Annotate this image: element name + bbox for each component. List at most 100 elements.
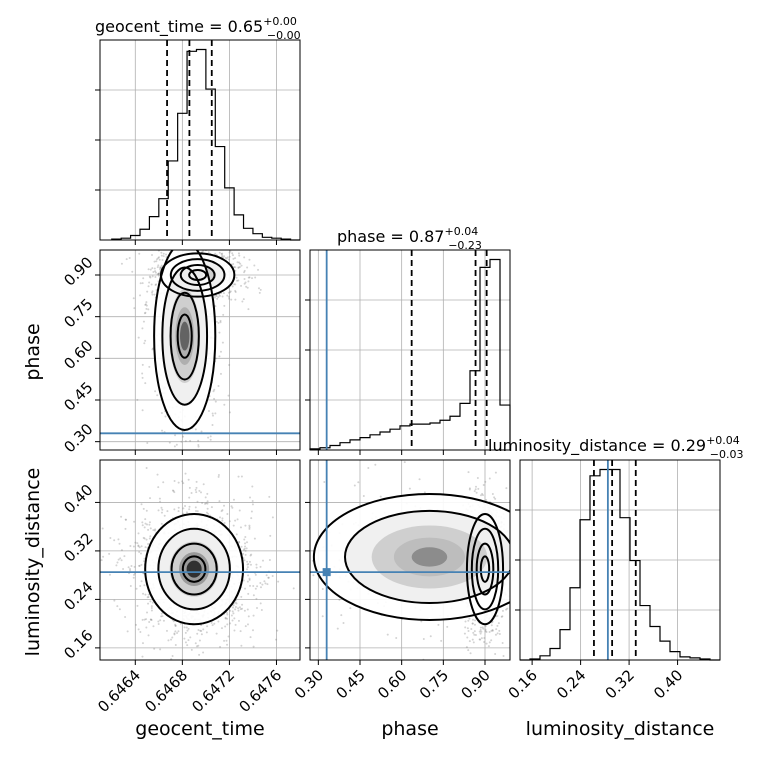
scatter-point — [220, 510, 223, 513]
scatter-point — [248, 258, 251, 261]
scatter-point — [151, 267, 154, 270]
scatter-point — [150, 619, 153, 622]
scatter-point — [484, 630, 487, 633]
ytick-label-luminosity-distance-0: 0.16 — [60, 626, 96, 662]
scatter-point — [266, 583, 269, 586]
scatter-point — [230, 614, 233, 617]
scatter-point — [219, 462, 221, 464]
scatter-point — [384, 661, 386, 663]
scatter-point — [153, 293, 156, 296]
scatter-point — [231, 606, 234, 609]
density-level-phase-vs-luminosity-distance-1-3 — [393, 537, 466, 577]
scatter-point — [241, 607, 244, 610]
scatter-point — [554, 588, 556, 590]
scatter-point — [207, 245, 209, 247]
scatter-point — [277, 580, 280, 583]
scatter-point — [214, 400, 217, 403]
scatter-point — [483, 636, 486, 639]
scatter-point — [200, 430, 203, 433]
scatter-point — [255, 597, 258, 600]
scatter-point — [251, 503, 254, 506]
scatter-point — [229, 250, 232, 253]
scatter-point — [233, 283, 236, 286]
scatter-point — [256, 607, 259, 610]
scatter-point — [233, 266, 236, 269]
scatter-point — [136, 398, 139, 401]
scatter-point — [204, 502, 207, 505]
scatter-point — [124, 616, 127, 619]
scatter-point — [187, 639, 190, 642]
xtick-label-phase-1: 0.45 — [332, 666, 368, 702]
scatter-point — [162, 255, 165, 258]
scatter-point — [247, 562, 250, 565]
scatter-point — [271, 575, 274, 578]
scatter-point — [386, 633, 389, 636]
scatter-point — [160, 522, 163, 525]
scatter-point — [429, 635, 432, 638]
scatter-point — [206, 492, 209, 495]
ytick-label-luminosity-distance-2: 0.32 — [60, 529, 96, 565]
scatter-point — [142, 592, 145, 595]
scatter-point — [496, 673, 498, 675]
scatter-point — [231, 285, 234, 288]
scatter-point — [239, 608, 242, 611]
scatter-point — [471, 618, 474, 621]
scatter-point — [161, 429, 164, 432]
scatter-point — [251, 277, 254, 280]
scatter-point — [142, 277, 145, 280]
scatter-point — [116, 605, 119, 608]
scatter-point — [487, 645, 490, 648]
scatter-point — [227, 635, 230, 638]
scatter-point — [234, 257, 237, 260]
scatter-point — [161, 259, 164, 262]
scatter-point — [223, 304, 226, 307]
scatter-point — [243, 538, 246, 541]
scatter-point — [206, 625, 209, 628]
scatter-point — [143, 526, 146, 529]
scatter-point — [494, 497, 497, 500]
scatter-point — [257, 287, 260, 290]
scatter-point — [482, 627, 485, 630]
scatter-point — [244, 545, 247, 548]
scatter-point — [147, 595, 150, 598]
scatter-point — [156, 273, 159, 276]
contour-phase-vs-luminosity-distance-0-3 — [465, 512, 505, 626]
scatter-point — [140, 503, 143, 506]
scatter-point — [280, 488, 282, 490]
scatter-point — [155, 258, 158, 261]
xtick-label-luminosity-distance-0: 0.16 — [505, 666, 541, 702]
scatter-point — [236, 279, 239, 282]
scatter-point — [249, 496, 252, 499]
scatter-point — [190, 492, 193, 495]
scatter-point — [233, 617, 236, 620]
contour-geocent-time-vs-phase-1-3 — [153, 250, 217, 431]
scatter-point — [491, 629, 494, 632]
scatter-point — [605, 555, 607, 557]
scatter-point — [166, 237, 168, 239]
scatter-point — [229, 291, 232, 294]
scatter-point — [211, 423, 214, 426]
scatter-point — [469, 652, 472, 655]
xtick-label-geocent-time-1: 0.6468 — [141, 666, 191, 716]
scatter-point — [250, 553, 253, 556]
scatter-point — [196, 632, 199, 635]
scatter-point — [228, 251, 231, 254]
scatter-point — [224, 616, 227, 619]
scatter-point — [185, 224, 187, 226]
scatter-point — [187, 478, 190, 481]
scatter-point — [182, 507, 185, 510]
scatter-point — [223, 521, 226, 524]
title-phase: phase = 0.87+0.04 −0.23 — [337, 225, 482, 252]
scatter-point — [255, 563, 258, 566]
scatter-point — [246, 566, 249, 569]
scatter-point — [221, 341, 224, 344]
contour-phase-vs-luminosity-distance-1-2 — [344, 509, 510, 605]
scatter-point — [218, 500, 221, 503]
scatter-point — [467, 649, 470, 652]
scatter-point — [585, 488, 587, 490]
scatter-point — [160, 612, 163, 615]
scatter-point — [243, 271, 246, 274]
scatter-point — [148, 537, 151, 540]
scatter-point — [124, 518, 127, 521]
